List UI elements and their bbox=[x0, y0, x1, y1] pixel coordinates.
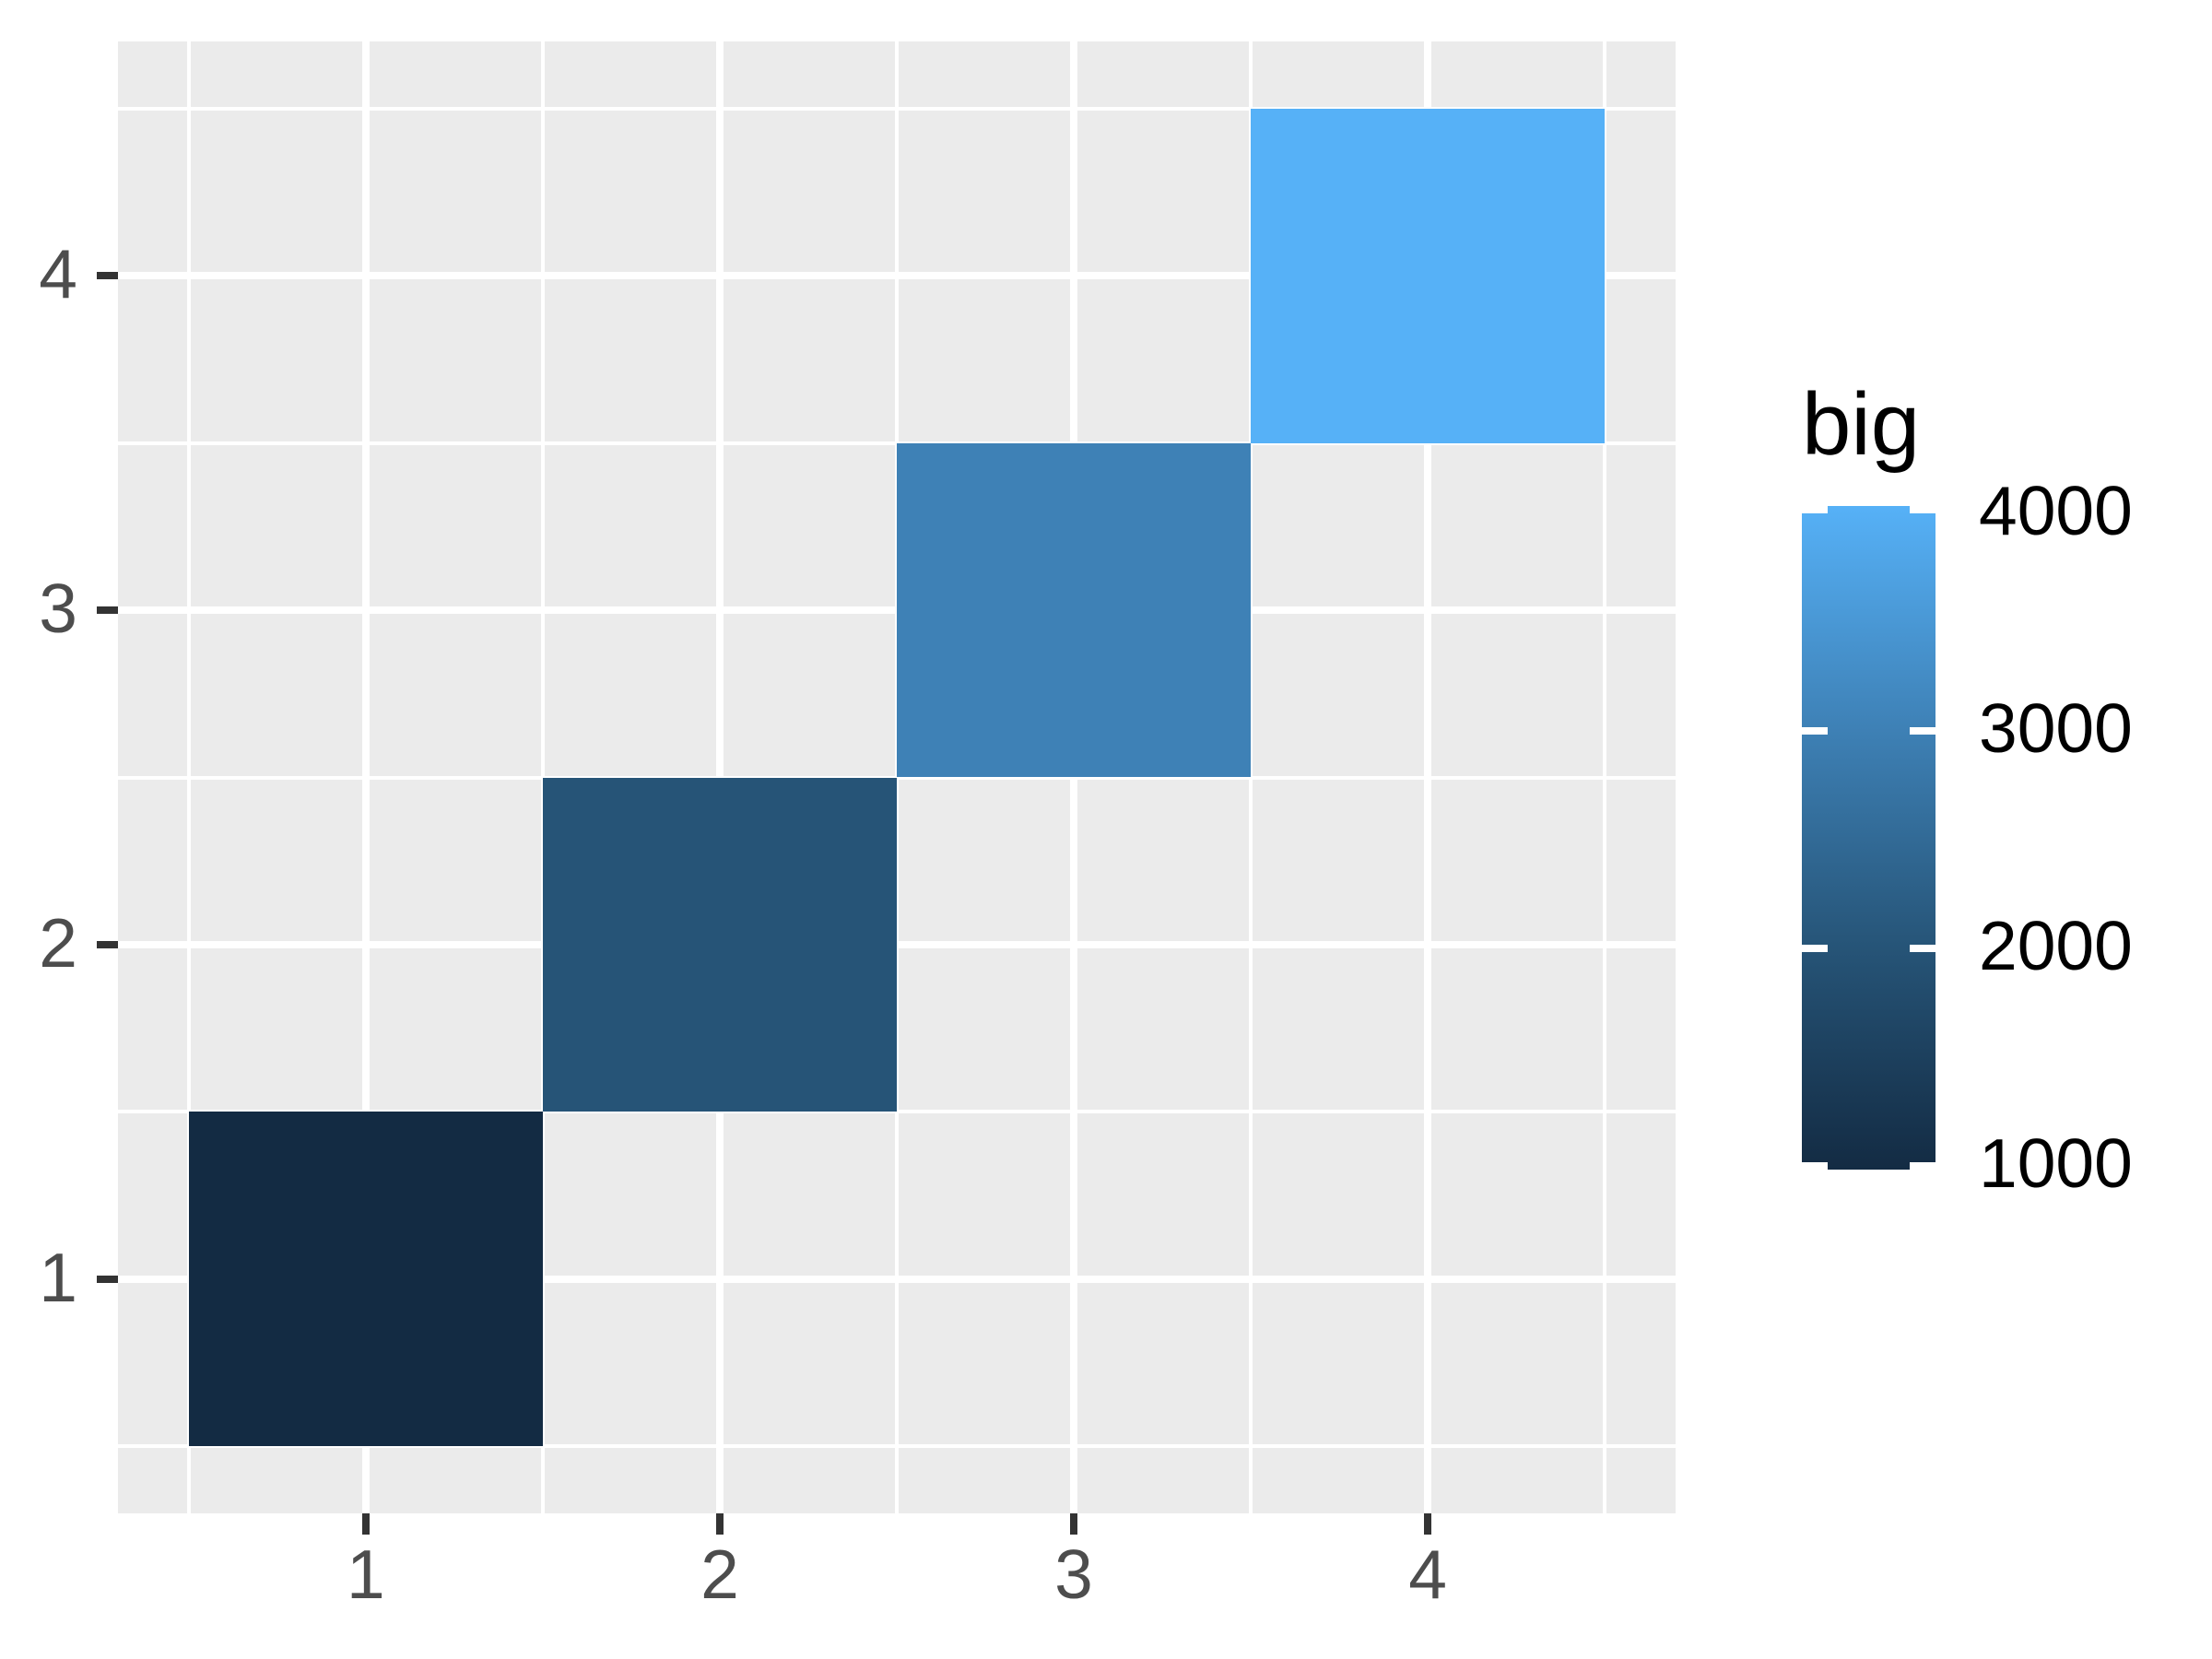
heatmap-tile bbox=[188, 1112, 543, 1447]
gridline-major-horizontal bbox=[118, 940, 1676, 948]
legend-tick-left bbox=[1802, 727, 1828, 735]
heatmap-tile bbox=[542, 777, 897, 1112]
heatmap-tile bbox=[1251, 108, 1606, 443]
gridline-major-vertical bbox=[1424, 41, 1432, 1513]
gridline-major-horizontal bbox=[118, 1275, 1676, 1283]
x-axis-tick bbox=[1070, 1513, 1078, 1535]
legend-tick-label: 1000 bbox=[1979, 1124, 2133, 1202]
x-axis-tick-label: 2 bbox=[700, 1535, 739, 1613]
legend-tick-left bbox=[1802, 506, 1828, 513]
gridline-major-vertical bbox=[1070, 41, 1078, 1513]
gridline-minor-horizontal bbox=[118, 106, 1676, 111]
x-axis-tick bbox=[361, 1513, 370, 1535]
y-axis-tick-label: 3 bbox=[39, 570, 77, 648]
gridline-minor-vertical bbox=[1249, 41, 1253, 1513]
x-axis-tick-label: 1 bbox=[347, 1535, 385, 1613]
gridline-minor-horizontal bbox=[118, 775, 1676, 780]
gridline-minor-vertical bbox=[1603, 41, 1607, 1513]
legend-tick-left bbox=[1802, 945, 1828, 952]
legend-tick-right bbox=[1910, 727, 1936, 735]
legend-tick-left bbox=[1802, 1162, 1828, 1170]
legend-tick-right bbox=[1910, 506, 1936, 513]
legend-tick-right bbox=[1910, 1162, 1936, 1170]
legend-tick-label: 4000 bbox=[1979, 472, 2133, 549]
y-axis-tick bbox=[97, 940, 118, 948]
heatmap-tile bbox=[897, 442, 1252, 778]
legend-tick-label: 3000 bbox=[1979, 689, 2133, 767]
y-axis-tick-label: 4 bbox=[39, 235, 77, 313]
y-axis-tick-label: 2 bbox=[39, 903, 77, 982]
y-axis-tick bbox=[97, 606, 118, 615]
y-axis-tick bbox=[97, 272, 118, 280]
gridline-major-vertical bbox=[361, 41, 370, 1513]
legend-tick-right bbox=[1910, 945, 1936, 952]
x-axis-tick bbox=[715, 1513, 724, 1535]
legend-tick-label: 2000 bbox=[1979, 907, 2133, 984]
legend-colorbar bbox=[1802, 506, 1936, 1170]
x-axis-tick-label: 4 bbox=[1408, 1535, 1447, 1613]
y-axis-tick-label: 1 bbox=[39, 1238, 77, 1316]
x-axis-tick bbox=[1424, 1513, 1432, 1535]
legend-title: big bbox=[1802, 375, 1921, 474]
plot-panel bbox=[118, 41, 1676, 1513]
y-axis-tick bbox=[97, 1275, 118, 1283]
gridline-major-horizontal bbox=[118, 272, 1676, 280]
x-axis-tick-label: 3 bbox=[1054, 1535, 1093, 1613]
